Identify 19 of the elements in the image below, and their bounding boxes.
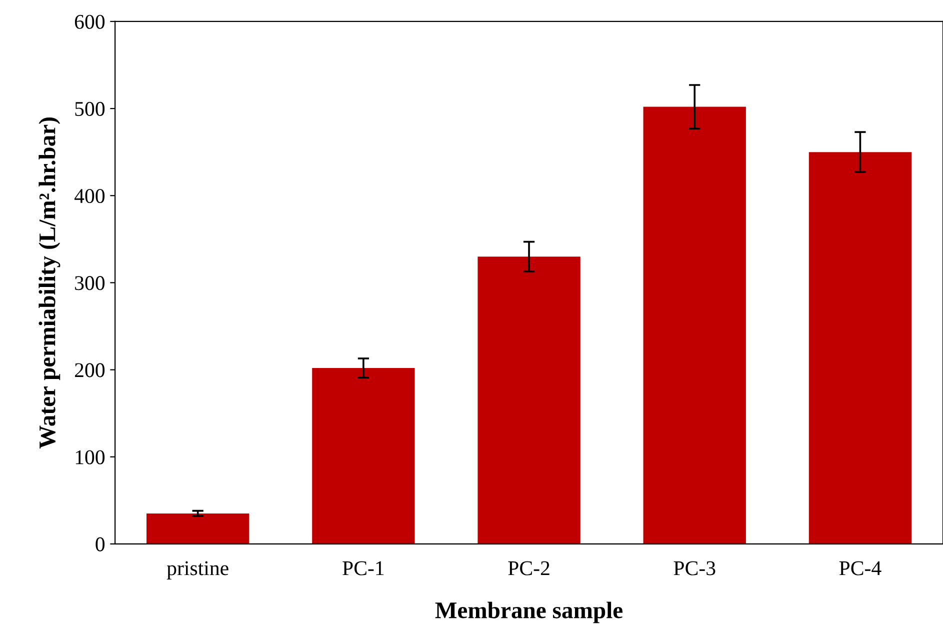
- y-tick-label: 100: [76, 450, 105, 464]
- y-tick-label: 400: [74, 188, 105, 204]
- y-axis-title: Water permiability (L/m².hr.bar): [38, 118, 60, 449]
- x-tick-label: PC-1: [342, 561, 384, 576]
- x-tick-label: PC-4: [839, 561, 882, 576]
- y-tick-label: 200: [74, 363, 105, 378]
- y-tick-label: 500: [75, 102, 105, 116]
- x-axis-title: Membrane sample: [435, 602, 623, 624]
- x-tick-label: pristine: [166, 561, 228, 580]
- x-tick-label: PC-3: [674, 561, 716, 576]
- bar: [808, 152, 912, 544]
- x-tick-label: PC-2: [508, 561, 550, 576]
- y-tick-label: 600: [74, 14, 105, 29]
- y-tick-label: 300: [75, 276, 105, 290]
- bar: [478, 256, 580, 544]
- bar: [312, 368, 415, 544]
- bar: [146, 513, 250, 544]
- bar: [643, 106, 746, 544]
- y-tick-label: 0: [96, 537, 105, 552]
